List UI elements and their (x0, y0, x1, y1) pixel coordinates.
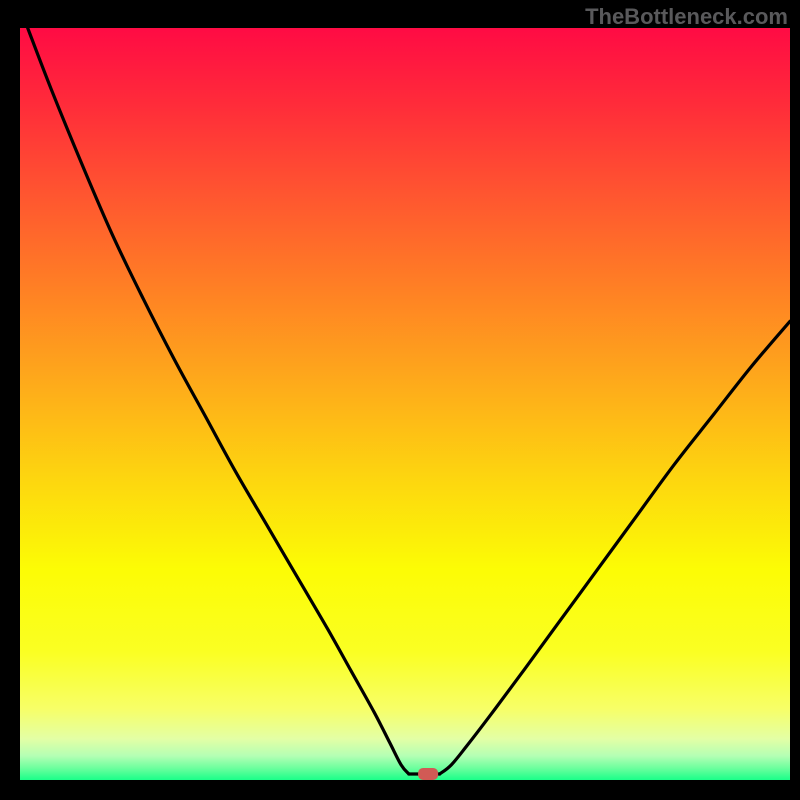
curve-segment (28, 28, 409, 774)
chart-container: TheBottleneck.com (0, 0, 800, 800)
bottleneck-curve (20, 28, 790, 780)
plot-area (20, 28, 790, 780)
curve-segment (440, 321, 790, 774)
watermark-text: TheBottleneck.com (585, 4, 788, 30)
optimum-marker (418, 768, 438, 780)
